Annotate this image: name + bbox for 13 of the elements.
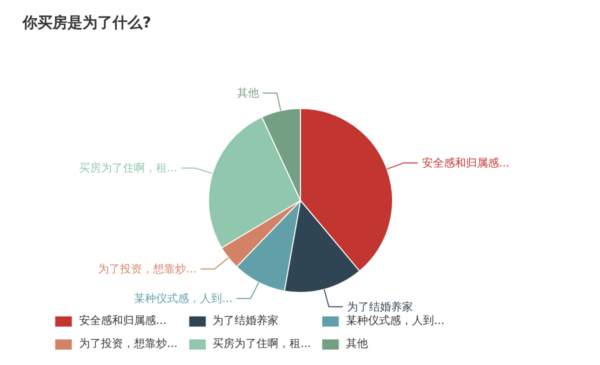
legend-label: 买房为了住啊，租...	[212, 336, 311, 351]
slice-label: 某种仪式感，人到...	[134, 292, 233, 306]
chart-title: 你买房是为了什么?	[22, 14, 152, 32]
legend-label: 其他	[346, 336, 368, 351]
slice-label: 为了结婚养家	[346, 300, 413, 314]
slice-label: 买房为了住啊，租...	[78, 162, 178, 175]
legend-label: 安全感和归属感...	[79, 313, 166, 328]
legend-label: 为了投资，想靠炒...	[79, 336, 178, 351]
legend-label: 某种仪式感，人到...	[346, 313, 444, 328]
legend-label: 为了结婚养家	[212, 313, 278, 328]
slice-label: 安全感和归属感...	[422, 156, 510, 170]
slice-label: 为了投资，想靠炒...	[98, 262, 196, 276]
slice-label: 其他	[236, 86, 259, 100]
